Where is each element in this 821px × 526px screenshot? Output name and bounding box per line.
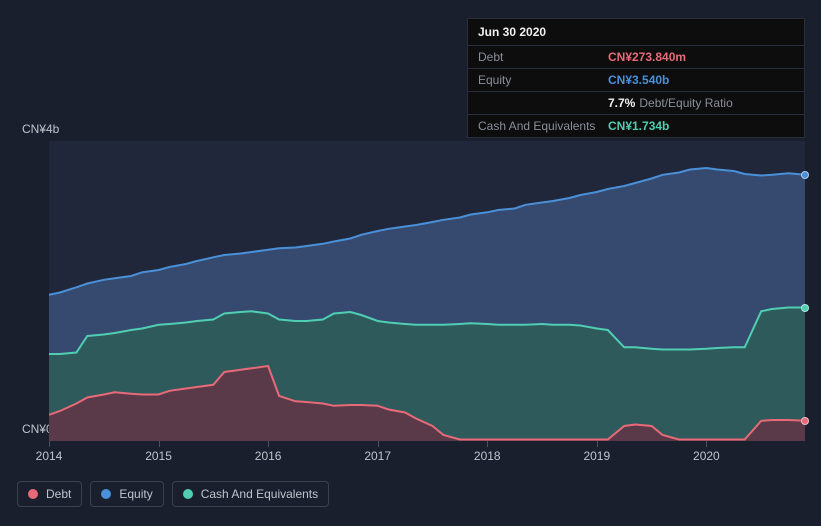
- tooltip-row: DebtCN¥273.840m: [468, 46, 804, 69]
- chart-tooltip: Jun 30 2020 DebtCN¥273.840mEquityCN¥3.54…: [467, 18, 805, 138]
- legend-swatch: [28, 489, 38, 499]
- tooltip-row: EquityCN¥3.540b: [468, 69, 804, 92]
- legend-item-debt[interactable]: Debt: [17, 481, 82, 507]
- chart-legend: Debt Equity Cash And Equivalents: [17, 481, 329, 507]
- end-marker-cash-and-equivalents: [801, 304, 809, 312]
- x-axis-label: 2014: [36, 449, 63, 463]
- legend-item-equity[interactable]: Equity: [90, 481, 163, 507]
- chart-svg: [49, 141, 805, 441]
- tooltip-date: Jun 30 2020: [468, 19, 804, 46]
- x-tick: [487, 441, 488, 447]
- x-tick: [706, 441, 707, 447]
- tooltip-row-label: Equity: [478, 73, 608, 87]
- x-axis-label: 2018: [474, 449, 501, 463]
- x-axis-label: 2017: [364, 449, 391, 463]
- legend-label: Equity: [119, 487, 152, 501]
- tooltip-row-label: Debt: [478, 50, 608, 64]
- tooltip-row-value: CN¥273.840m: [608, 50, 686, 64]
- x-axis-label: 2019: [583, 449, 610, 463]
- x-tick: [378, 441, 379, 447]
- legend-label: Cash And Equivalents: [201, 487, 318, 501]
- x-tick: [268, 441, 269, 447]
- x-tick: [597, 441, 598, 447]
- tooltip-row-value: CN¥3.540b: [608, 73, 669, 87]
- x-axis: 2014201520162017201820192020: [49, 441, 805, 471]
- y-axis-max-label: CN¥4b: [22, 122, 59, 136]
- tooltip-row-value: CN¥1.734b: [608, 119, 669, 133]
- tooltip-row-extra: Debt/Equity Ratio: [639, 96, 732, 110]
- tooltip-row-value: 7.7%Debt/Equity Ratio: [608, 96, 733, 110]
- legend-item-cash-and-equivalents[interactable]: Cash And Equivalents: [172, 481, 329, 507]
- legend-label: Debt: [46, 487, 71, 501]
- area-chart[interactable]: [49, 141, 805, 441]
- legend-swatch: [183, 489, 193, 499]
- tooltip-row: Cash And EquivalentsCN¥1.734b: [468, 115, 804, 137]
- end-marker-debt: [801, 417, 809, 425]
- x-tick: [49, 441, 50, 447]
- x-tick: [159, 441, 160, 447]
- legend-swatch: [101, 489, 111, 499]
- x-axis-label: 2020: [693, 449, 720, 463]
- x-axis-label: 2016: [255, 449, 282, 463]
- tooltip-row: 7.7%Debt/Equity Ratio: [468, 92, 804, 115]
- x-axis-label: 2015: [145, 449, 172, 463]
- tooltip-row-label: Cash And Equivalents: [478, 119, 608, 133]
- end-marker-equity: [801, 171, 809, 179]
- tooltip-row-label: [478, 96, 608, 110]
